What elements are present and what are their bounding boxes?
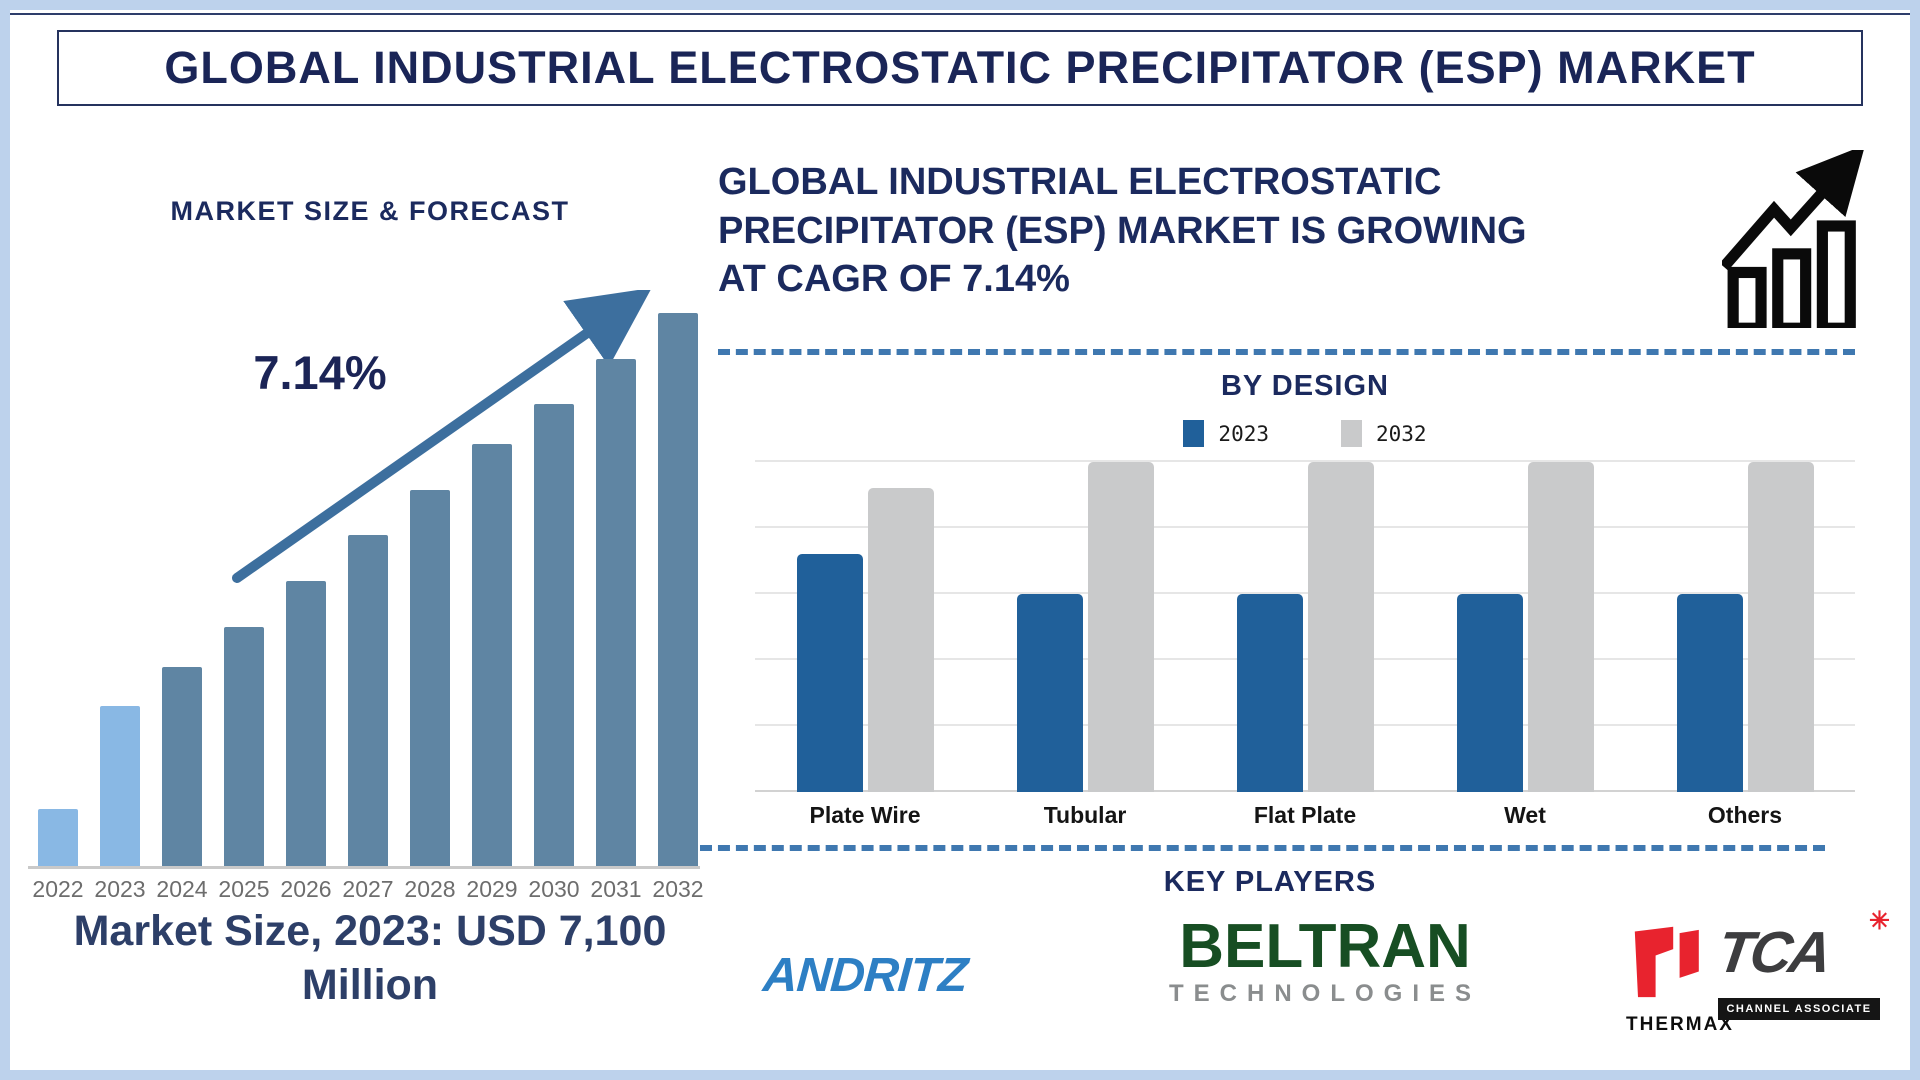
by-design-legend: 2023 2032: [755, 420, 1855, 447]
design-group-wet: [1456, 462, 1594, 792]
design-bar-2032-tubular: [1087, 462, 1154, 792]
forecast-bar-2025: [224, 626, 264, 866]
gridline: [755, 790, 1855, 792]
page-title: GLOBAL INDUSTRIAL ELECTROSTATIC PRECIPIT…: [164, 42, 1756, 93]
design-bar-2023-others: [1676, 594, 1743, 792]
tca-channel-associate-bar: CHANNEL ASSOCIATE: [1718, 998, 1880, 1020]
design-bar-2023-plate-wire: [796, 554, 863, 792]
design-bar-2023-wet: [1456, 594, 1523, 792]
forecast-bar-chart: [38, 296, 698, 866]
legend-label-2023: 2023: [1218, 421, 1269, 446]
design-bar-2023-tubular: [1016, 594, 1083, 792]
design-category-label: Wet: [1504, 802, 1546, 828]
gridline: [755, 526, 1855, 528]
gridline: [755, 460, 1855, 462]
year-label-2029: 2029: [466, 876, 518, 902]
by-design-category-labels: Plate Wire Tubular Flat Plate Wet Others: [755, 802, 1855, 829]
design-bar-2032-flat-plate: [1307, 462, 1374, 792]
dashed-divider-top: [718, 349, 1855, 355]
by-design-bar-groups: [755, 462, 1855, 792]
design-bar-2032-plate-wire: [867, 488, 934, 792]
by-design-bar-chart: [755, 460, 1855, 792]
year-label-2027: 2027: [342, 876, 394, 902]
forecast-bar-2028: [410, 489, 450, 866]
forecast-bar-2024: [162, 666, 202, 866]
design-category-label: Tubular: [1043, 802, 1127, 828]
starburst-icon: ✳: [1869, 907, 1890, 935]
forecast-bar-2027: [348, 535, 388, 866]
year-label-2022: 2022: [32, 876, 84, 902]
design-category-label: Plate Wire: [809, 802, 921, 828]
cagr-value-label: 7.14%: [253, 346, 387, 399]
beltran-logo: BELTRAN TECHNOLOGIES: [1125, 916, 1525, 1008]
beltran-logo-subtitle: TECHNOLOGIES: [1168, 980, 1481, 1007]
thermax-logo-mark-icon: [1634, 926, 1699, 998]
top-hairline: [10, 13, 1910, 15]
year-label-2031: 2031: [590, 876, 642, 902]
growth-statement-line-2: PRECIPITATOR (ESP) MARKET IS GROWING: [718, 209, 1527, 252]
beltran-logo-name: BELTRAN: [1179, 912, 1471, 981]
forecast-year-labels: 2022 2023 2024 2025 2026 2027 2028 2029 2030 2031…: [28, 876, 708, 903]
forecast-bar-2030: [534, 404, 574, 866]
gridline: [755, 724, 1855, 726]
key-players-title: KEY PLAYERS: [1163, 866, 1377, 898]
forecast-bar-2026: [286, 581, 326, 866]
forecast-bar-2031: [596, 358, 636, 866]
forecast-bar-2022: [38, 809, 78, 866]
year-label-2028: 2028: [404, 876, 456, 902]
year-label-2023: 2023: [94, 876, 146, 902]
design-group-plate-wire: [796, 462, 934, 792]
design-group-others: [1676, 462, 1814, 792]
market-size-forecast-heading: MARKET SIZE & FORECAST: [170, 196, 570, 226]
design-bar-2032-wet: [1527, 462, 1594, 792]
year-label-2025: 2025: [218, 876, 270, 902]
legend-label-2032: 2032: [1376, 421, 1427, 446]
gridline: [755, 592, 1855, 594]
legend-item-2032: 2032: [1341, 420, 1427, 447]
legend-swatch-2023: [1183, 420, 1205, 447]
legend-swatch-2032: [1341, 420, 1362, 447]
design-bar-2032-others: [1747, 462, 1814, 792]
forecast-bar-2029: [472, 444, 512, 866]
gridline: [755, 658, 1855, 660]
cagr-trend-arrow-icon: [232, 290, 652, 583]
thermax-logo-name: THERMAX: [1626, 1014, 1734, 1035]
design-group-tubular: [1016, 462, 1154, 792]
design-bar-2023-flat-plate: [1236, 594, 1303, 792]
thermax-tca-logo: THERMAX TCA CHANNEL ASSOCIATE ✳: [1626, 907, 1890, 1072]
forecast-axis-line: [28, 866, 700, 869]
dashed-divider-bottom: [700, 845, 1825, 851]
design-category-label: Flat Plate: [1253, 802, 1357, 828]
growth-statement-heading: GLOBAL INDUSTRIAL ELECTROSTATIC PRECIPIT…: [718, 158, 1718, 304]
forecast-bar-2032: [658, 313, 698, 866]
growth-statement-line-3: AT CAGR OF 7.14%: [718, 258, 1070, 301]
title-banner: GLOBAL INDUSTRIAL ELECTROSTATIC PRECIPIT…: [57, 30, 1863, 106]
growth-chart-icon: [1722, 150, 1866, 328]
year-label-2032: 2032: [652, 876, 704, 902]
year-label-2024: 2024: [156, 876, 208, 902]
by-design-title: BY DESIGN: [1220, 370, 1389, 402]
tca-logo-name: TCA: [1713, 920, 1833, 985]
year-label-2030: 2030: [528, 876, 580, 902]
year-label-2026: 2026: [280, 876, 332, 902]
market-size-note: Market Size, 2023: USD 7,100 Million: [73, 907, 667, 1009]
growth-statement-line-1: GLOBAL INDUSTRIAL ELECTROSTATIC: [718, 161, 1442, 203]
andritz-logo: ANDRITZ: [761, 949, 969, 1002]
legend-item-2023: 2023: [1183, 420, 1269, 447]
design-group-flat-plate: [1236, 462, 1374, 792]
forecast-bar-2023: [100, 706, 140, 866]
design-category-label: Others: [1707, 802, 1783, 828]
